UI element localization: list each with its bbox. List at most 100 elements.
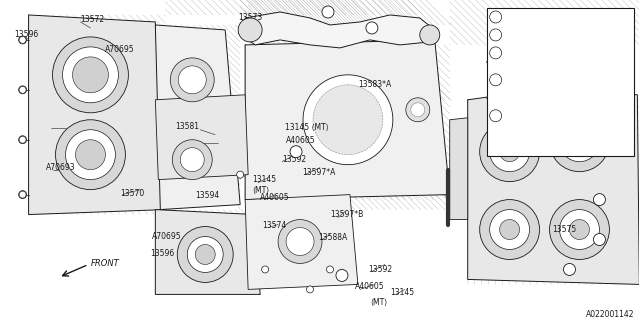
Circle shape: [313, 85, 383, 155]
Text: 13592: 13592: [282, 155, 306, 164]
Text: <0101-      ): <0101- ): [559, 120, 605, 129]
Circle shape: [278, 220, 322, 263]
Circle shape: [420, 25, 440, 45]
Circle shape: [490, 47, 502, 59]
Circle shape: [322, 6, 334, 18]
Text: A40605: A40605: [260, 193, 290, 202]
Text: 2: 2: [370, 25, 374, 31]
Circle shape: [19, 86, 26, 93]
Text: 5: 5: [493, 111, 498, 120]
Circle shape: [479, 200, 540, 260]
Circle shape: [479, 122, 540, 182]
Text: 13579: 13579: [509, 66, 533, 75]
Circle shape: [550, 200, 609, 260]
Text: 13572: 13572: [81, 15, 104, 24]
Text: 4: 4: [597, 196, 602, 203]
Circle shape: [19, 36, 27, 44]
Circle shape: [490, 132, 529, 172]
Circle shape: [500, 220, 520, 239]
Text: <205>: <205>: [559, 66, 586, 75]
Polygon shape: [156, 95, 248, 180]
Text: ⟨MT⟩: ⟨MT⟩: [370, 298, 387, 307]
Text: 13597*A: 13597*A: [302, 168, 335, 177]
Circle shape: [490, 74, 502, 86]
Text: A70695: A70695: [152, 232, 182, 241]
Circle shape: [500, 142, 520, 162]
Polygon shape: [468, 88, 639, 284]
Text: A70693: A70693: [45, 163, 75, 172]
Circle shape: [593, 142, 605, 154]
Text: A70693: A70693: [509, 102, 538, 111]
Bar: [486, 8, 634, 156]
Polygon shape: [245, 40, 450, 200]
Text: A70695: A70695: [106, 45, 135, 54]
Text: 13145 ⟨MT⟩: 13145 ⟨MT⟩: [285, 123, 329, 132]
Text: FRONT: FRONT: [90, 259, 119, 268]
Text: A40605: A40605: [355, 282, 385, 291]
Text: 13597*B: 13597*B: [330, 210, 364, 219]
Text: 13594: 13594: [195, 191, 220, 200]
Circle shape: [262, 266, 269, 273]
Circle shape: [63, 47, 118, 103]
Text: A022001142: A022001142: [586, 310, 634, 319]
Circle shape: [238, 18, 262, 42]
Circle shape: [170, 58, 214, 102]
Circle shape: [570, 132, 589, 152]
Circle shape: [195, 244, 215, 264]
Text: 2: 2: [493, 30, 498, 39]
Text: 13592: 13592: [368, 265, 392, 274]
Text: 3: 3: [597, 145, 602, 151]
Text: 13574: 13574: [262, 221, 286, 230]
Polygon shape: [450, 118, 468, 220]
Text: 3: 3: [597, 236, 602, 243]
Circle shape: [559, 210, 600, 250]
Text: 13583*C: 13583*C: [507, 30, 540, 39]
Circle shape: [550, 112, 609, 172]
Polygon shape: [156, 25, 240, 210]
Circle shape: [179, 66, 206, 94]
Text: 13570: 13570: [120, 189, 145, 198]
Circle shape: [237, 171, 244, 178]
Text: 5: 5: [294, 149, 298, 155]
Circle shape: [56, 120, 125, 190]
Circle shape: [336, 269, 348, 281]
Text: 13583*A: 13583*A: [358, 80, 391, 89]
Circle shape: [411, 103, 425, 117]
Circle shape: [326, 266, 333, 273]
Circle shape: [72, 57, 108, 93]
Circle shape: [570, 220, 589, 239]
Circle shape: [563, 263, 575, 276]
Text: 13579A: 13579A: [509, 84, 538, 93]
Text: A40605: A40605: [286, 136, 316, 145]
Text: 13145: 13145: [252, 175, 276, 184]
Circle shape: [172, 140, 212, 180]
Text: 13581: 13581: [175, 122, 199, 131]
Circle shape: [490, 210, 529, 250]
Text: 13588A: 13588A: [318, 233, 348, 242]
Text: A70665: A70665: [504, 103, 534, 112]
Circle shape: [177, 227, 233, 283]
Circle shape: [303, 75, 393, 165]
Text: 13145: 13145: [390, 288, 414, 297]
Circle shape: [559, 122, 600, 162]
Polygon shape: [245, 12, 435, 48]
Circle shape: [307, 286, 314, 293]
Circle shape: [76, 140, 106, 170]
Circle shape: [490, 29, 502, 41]
Text: 3: 3: [493, 48, 498, 57]
Circle shape: [490, 11, 502, 23]
Text: 4: 4: [493, 75, 498, 84]
Text: <257,255>: <257,255>: [559, 84, 604, 93]
Text: 13596: 13596: [150, 249, 175, 258]
Text: 13575: 13575: [552, 225, 577, 234]
Circle shape: [406, 98, 430, 122]
Text: 5: 5: [340, 272, 344, 278]
Circle shape: [593, 194, 605, 205]
Circle shape: [19, 36, 26, 44]
Text: J10645: J10645: [509, 120, 535, 129]
Text: 13596: 13596: [15, 30, 39, 39]
Circle shape: [286, 228, 314, 255]
Circle shape: [188, 236, 223, 272]
Text: 13573: 13573: [238, 13, 262, 22]
Circle shape: [490, 110, 502, 122]
